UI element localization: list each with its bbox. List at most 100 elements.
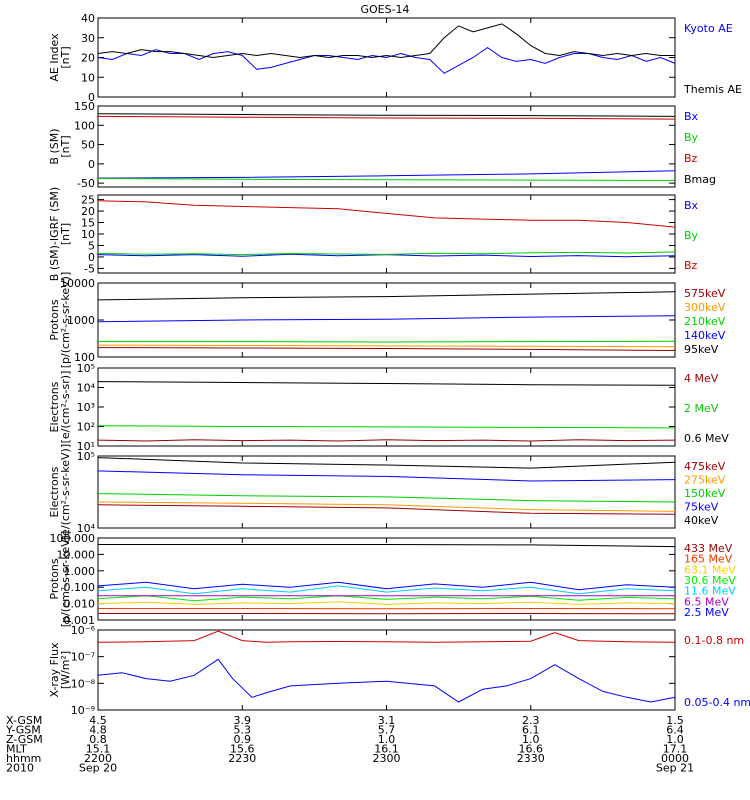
axis-row-value: Sep 20 [79,762,117,775]
series-line [97,630,676,643]
axis-row-value: Sep 21 [656,762,694,775]
y-tick-label: 25 [81,194,95,207]
series-line [97,291,676,301]
legend-entry: By [684,229,699,242]
axis-row-value: 2.3 [522,714,540,727]
y-tick-label: 10⁴ [77,522,96,535]
legend-entry: 11.6 MeV [684,585,736,598]
series-line [97,200,676,228]
legend-entry: 300keV [684,301,726,314]
axis-row-value: 15.6 [230,743,255,756]
y-tick-label: 15 [81,217,95,230]
legend-entry: 433 MeV [684,542,733,555]
y-tick-label: 0.001 [64,614,96,627]
legend-entry: 63.1 MeV [684,563,736,576]
legend-entry: 275keV [684,474,726,487]
y-axis-label: [e/(cm²-s-sr-keV)] [59,444,72,540]
y-tick-label: 10² [77,421,95,434]
legend-entry: 2 MeV [684,402,719,415]
y-axis-label: [p/(cm²-s-sr-keV)] [59,531,72,628]
axis-row-value: 2230 [228,752,256,765]
y-tick-label: 30 [81,32,95,45]
series-line [97,501,676,512]
y-tick-label: 0.100 [64,581,96,594]
legend-entry: 2.5 MeV [684,606,729,619]
legend-entry: 40keV [684,514,719,527]
axis-row-value: 4.5 [89,714,107,727]
y-axis-label: Electrons [48,466,61,517]
axis-row-label: 2010 [6,762,34,775]
y-axis-label: [nT] [59,135,72,157]
series-line [97,595,676,602]
axis-row-value: 16.6 [519,743,544,756]
series-line [97,315,676,323]
axis-row-value: 0000 [661,752,689,765]
legend-entry: 475keV [684,460,726,473]
series-line [97,344,676,348]
legend-entry: 0.6 MeV [684,432,729,445]
series-line [97,585,676,595]
y-axis-label: Protons [48,558,61,599]
axis-row-value: 1.0 [378,733,396,746]
panel-0: 0 10 20 30 40 AE Index[nT] Kyoto AE Themis AE [48,12,742,104]
axis-row-value: 2300 [373,752,401,765]
series-line [97,381,676,386]
y-tick-label: 20 [81,205,95,218]
legend-entry: 150keV [684,487,726,500]
series-line [97,601,676,605]
series-line [97,347,676,351]
axis-row-value: 15.1 [86,743,111,756]
panel-5: 10⁴ 10⁵ Electrons[e/(cm²-s-sr-keV)] 475keV2… [48,444,726,540]
series-line [98,340,676,343]
series-line [97,658,676,703]
y-tick-label: -5 [84,262,95,275]
axis-row-value: 1.0 [666,733,684,746]
legend-entry: Bx [684,110,699,123]
axis-row-label: Z-GSM [6,733,43,746]
axis-row-value: 0.8 [89,733,107,746]
y-axis-label: [nT] [59,223,72,245]
legend-entry: Bz [684,152,698,165]
y-axis-label: [nT] [59,46,72,68]
series-line [97,115,676,120]
y-tick-label: 5 [88,239,95,252]
y-tick-label: 0 [88,91,95,104]
y-tick-label: 40 [81,12,95,25]
series-line [97,504,676,515]
y-tick-label: 10¹ [77,440,95,453]
axis-row-value: 5.3 [234,724,252,737]
panel-frame [97,537,676,621]
y-tick-label: 20 [81,52,95,65]
panel-frame [97,455,676,529]
axis-row-label: Y-GSM [5,724,41,737]
y-tick-label: 50 [81,139,95,152]
y-axis-label: Electrons [48,381,61,432]
panel-frame [97,367,676,447]
series-line [97,251,676,256]
legend-entry: By [684,131,699,144]
y-tick-label: 10 [81,228,95,241]
axis-row-value: 16.1 [374,743,399,756]
panel-3: 100 1000 10000 Protons[p/(cm²-s-sr-keV)] 575… [48,272,726,369]
axis-row-value: 1.5 [666,714,684,727]
y-tick-label: 10 [81,71,95,84]
axis-row-value: 4.8 [89,724,107,737]
y-axis-label: [W/m²] [59,651,72,689]
y-tick-label: -50 [77,177,95,190]
y-tick-label: 10⁵ [77,450,95,463]
series-line [97,46,676,74]
series-line [97,470,676,482]
panel-4: 10¹ 10² 10³ 10⁴ 10⁵ Electrons[e/(cm²-s-sr)] 4 … [48,362,729,453]
y-axis-label: AE Index [48,33,61,82]
axis-row-value: 6.1 [522,724,540,737]
series-line [97,23,675,59]
panel-1: -50 0 50 100 150 B (SM)[nT] Bx By Bz Bmag [48,100,716,190]
panel-7: 10⁻⁹ 10⁻⁸ 10⁻⁷ 10⁻⁶ X-ray Flux[W/m²] 0.1-0.8 … [48,624,750,717]
legend-entry: 75keV [684,501,719,514]
axis-row-value: 2330 [517,752,545,765]
y-axis-label: [e/(cm²-s-sr)] [59,371,72,444]
series-line [97,581,676,591]
series-line [97,493,676,503]
y-axis-label: B (SM)-IGRF (SM) [48,187,61,281]
